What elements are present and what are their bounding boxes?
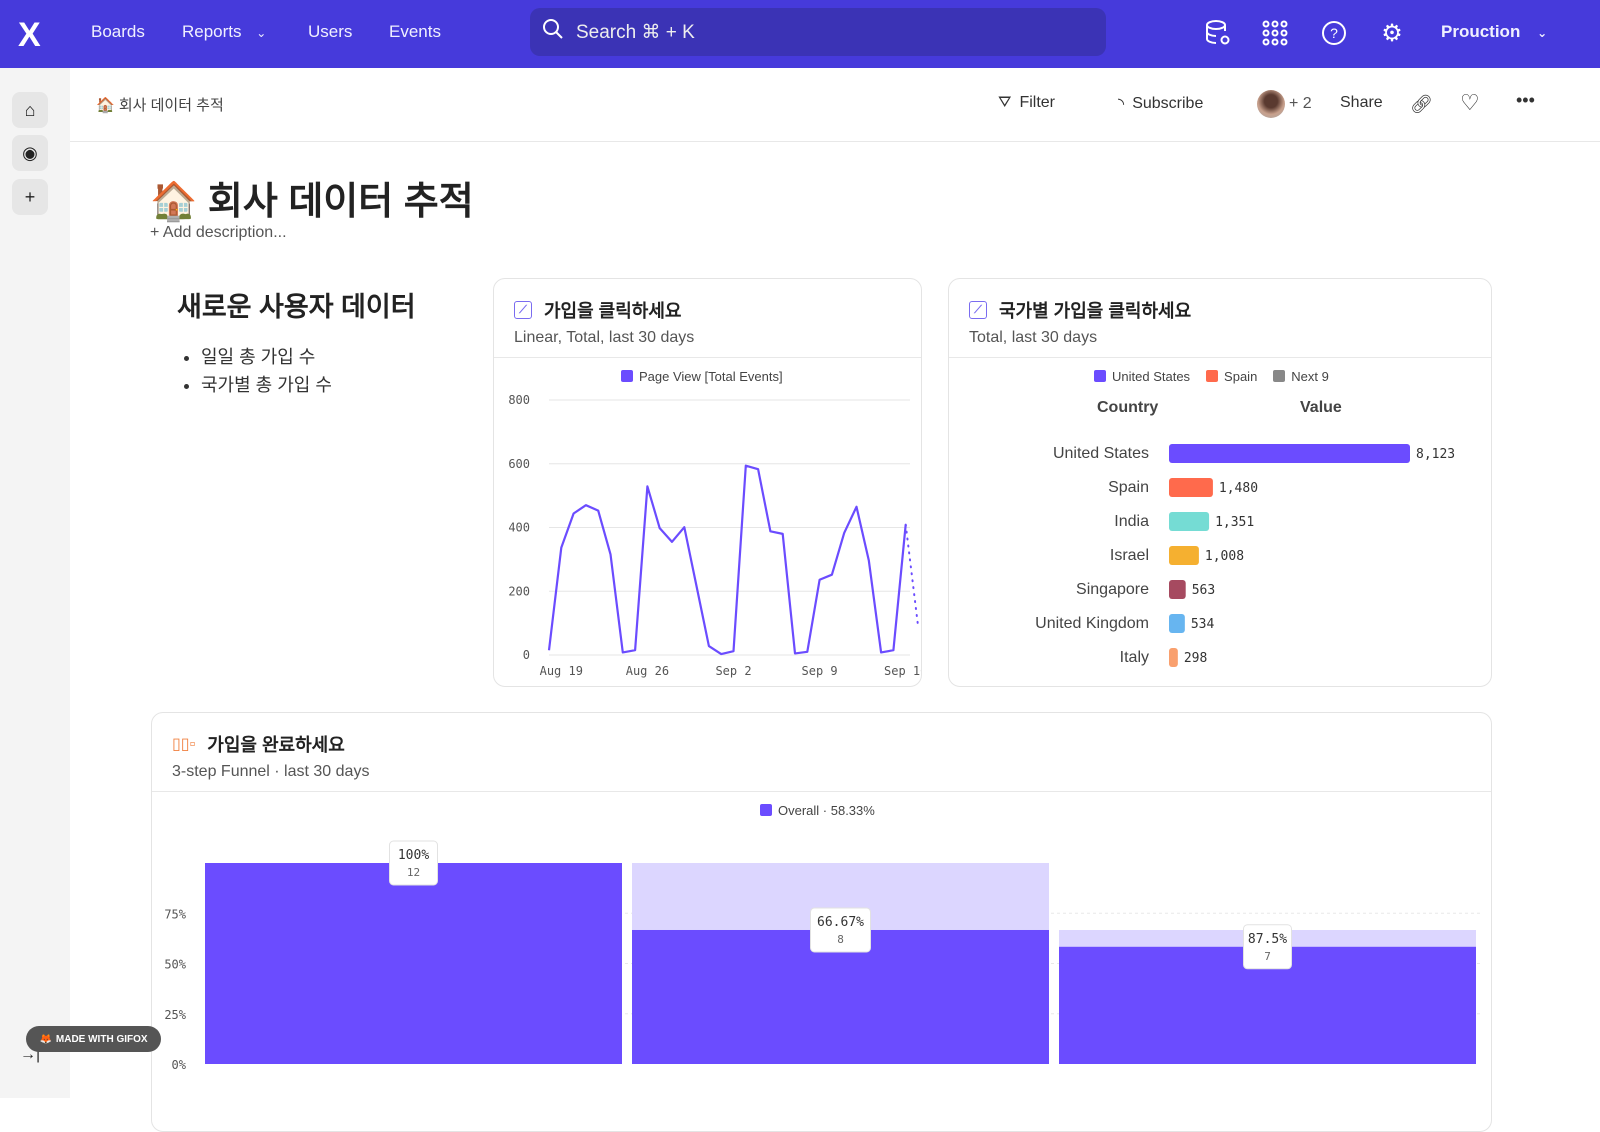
workspace-selector[interactable]: Prouction ⌄ — [1441, 22, 1547, 42]
y-tick-label: 600 — [508, 457, 530, 471]
bar-category-label: Italy — [1120, 649, 1149, 666]
x-tick-label: Sep 9 — [802, 664, 838, 678]
y-tick-label: 0 — [523, 648, 530, 662]
y-tick-label: 400 — [508, 521, 530, 535]
bar-category-label: United States — [1053, 445, 1149, 462]
y-tick-label: 200 — [508, 584, 530, 598]
breadcrumb[interactable]: 🏠 회사 데이터 추적 — [96, 94, 224, 115]
nav-users[interactable]: Users — [308, 22, 352, 42]
text-card-list: 일일 총 가입 수 국가별 총 가입 수 — [201, 343, 332, 399]
list-item: 국가별 총 가입 수 — [201, 371, 332, 399]
chevron-down-icon: ⌄ — [256, 26, 266, 40]
bar-value-label: 298 — [1184, 651, 1207, 666]
watermark-text: MADE WITH GIFOX — [56, 1034, 148, 1045]
collaborators[interactable]: + 2 — [1257, 90, 1312, 118]
bar-category-label: Israel — [1110, 547, 1149, 564]
funnel-count-label: 7 — [1264, 950, 1271, 963]
line-chart: 0 200 400 600 800 Aug 19 Aug 26 Sep 2 Sep 9 Sep 1… — [494, 279, 922, 687]
nav-boards[interactable]: Boards — [91, 22, 145, 42]
heart-icon[interactable]: ♡ — [1460, 90, 1480, 116]
funnel-count-label: 8 — [837, 933, 844, 946]
nav-reports-label: Reports — [182, 22, 242, 41]
svg-text:?: ? — [1330, 25, 1338, 41]
filter-label: Filter — [1019, 94, 1055, 112]
list-item: 일일 총 가입 수 — [201, 343, 332, 371]
add-icon[interactable]: + — [12, 179, 48, 215]
bar-value-label: 1,351 — [1215, 515, 1254, 530]
subscribe-button[interactable]: ◝ Subscribe — [1118, 94, 1203, 114]
bar-category-label: Spain — [1108, 479, 1149, 496]
search-icon — [542, 18, 564, 46]
bar-category-label: Singapore — [1076, 581, 1149, 598]
bar-value-label: 534 — [1191, 617, 1215, 632]
page-title[interactable]: 🏠 회사 데이터 추적 — [150, 170, 474, 225]
y-tick-label: 50% — [164, 958, 186, 972]
top-nav: X Boards Reports ⌄ Users Events Search ⌘… — [0, 0, 1600, 68]
share-button[interactable]: Share — [1340, 94, 1383, 112]
bar-value-label: 8,123 — [1416, 447, 1455, 462]
filter-icon: ⛛ — [998, 94, 1011, 112]
sidebar: ⌂ ◉ + →| — [0, 68, 70, 1098]
bar-value-label: 1,008 — [1205, 549, 1244, 564]
bar-category-label: United Kingdom — [1035, 615, 1149, 632]
help-icon[interactable]: ? — [1319, 18, 1349, 48]
bar — [1169, 478, 1213, 497]
y-tick-label: 0% — [172, 1058, 187, 1072]
x-tick-label: Sep 16 — [884, 664, 922, 678]
rss-icon: ◝ — [1118, 94, 1124, 114]
more-icon[interactable]: ••• — [1516, 90, 1535, 111]
filter-button[interactable]: ⛛ Filter — [998, 94, 1055, 112]
funnel-percent-label: 100% — [398, 848, 429, 863]
line-chart-card[interactable]: ⟋가입을 클릭하세요 Linear, Total, last 30 days P… — [493, 278, 922, 687]
chevron-down-icon: ⌄ — [1537, 26, 1547, 40]
home-icon[interactable]: ⌂ — [12, 92, 48, 128]
bar — [1169, 546, 1199, 565]
y-tick-label: 25% — [164, 1008, 186, 1022]
country-bar-chart: United States 8,123 Spain 1,480 India 1,351 Is… — [949, 279, 1492, 687]
bar-category-label: India — [1114, 513, 1149, 530]
funnel-count-label: 12 — [407, 866, 420, 879]
funnel-card[interactable]: ▯▯▫가입을 완료하세요 3-step Funnel · last 30 day… — [151, 712, 1492, 1132]
add-description[interactable]: + Add description... — [150, 224, 287, 242]
bar — [1169, 614, 1185, 633]
search-placeholder: Search ⌘ + K — [576, 21, 695, 44]
avatar — [1257, 90, 1285, 118]
board-header: 🏠 회사 데이터 추적 ⛛ Filter ◝ Subscribe + 2 Share… — [70, 68, 1600, 142]
projection-line — [906, 525, 918, 623]
app-logo[interactable]: X — [18, 16, 41, 55]
series-line — [549, 466, 906, 654]
gear-icon[interactable]: ⚙ — [1377, 18, 1407, 48]
funnel-chart: 0% 25% 50% 75% 100% 12 66.67% 8 87.5% 7 — [152, 713, 1492, 1132]
y-tick-label: 75% — [164, 907, 186, 921]
text-card-heading: 새로운 사용자 데이터 — [177, 285, 416, 324]
country-bar-card[interactable]: ⟋국가별 가입을 클릭하세요 Total, last 30 days Unite… — [948, 278, 1492, 687]
y-tick-label: 800 — [508, 393, 530, 407]
apps-grid-icon[interactable] — [1260, 18, 1290, 48]
x-tick-label: Aug 26 — [626, 664, 669, 678]
bar — [1169, 648, 1178, 667]
avatar-count: + 2 — [1289, 95, 1312, 113]
bar-value-label: 563 — [1192, 583, 1215, 598]
workspace-label: Prouction — [1441, 22, 1520, 41]
gifox-watermark: 🦊 MADE WITH GIFOX — [26, 1026, 161, 1052]
x-tick-label: Sep 2 — [715, 664, 751, 678]
funnel-percent-label: 66.67% — [817, 915, 864, 930]
funnel-percent-label: 87.5% — [1248, 932, 1287, 947]
search-input[interactable]: Search ⌘ + K — [530, 8, 1106, 56]
bar — [1169, 444, 1410, 463]
funnel-bar — [205, 863, 622, 1064]
compass-icon[interactable]: ◉ — [12, 135, 48, 171]
link-icon[interactable]: 🔗︎ — [1410, 94, 1433, 115]
subscribe-label: Subscribe — [1132, 95, 1203, 113]
data-settings-icon[interactable] — [1203, 18, 1233, 48]
nav-events[interactable]: Events — [389, 22, 441, 42]
x-tick-label: Aug 19 — [540, 664, 583, 678]
nav-reports[interactable]: Reports ⌄ — [182, 22, 266, 42]
bar — [1169, 512, 1209, 531]
bar-value-label: 1,480 — [1219, 481, 1258, 496]
bar — [1169, 580, 1186, 599]
